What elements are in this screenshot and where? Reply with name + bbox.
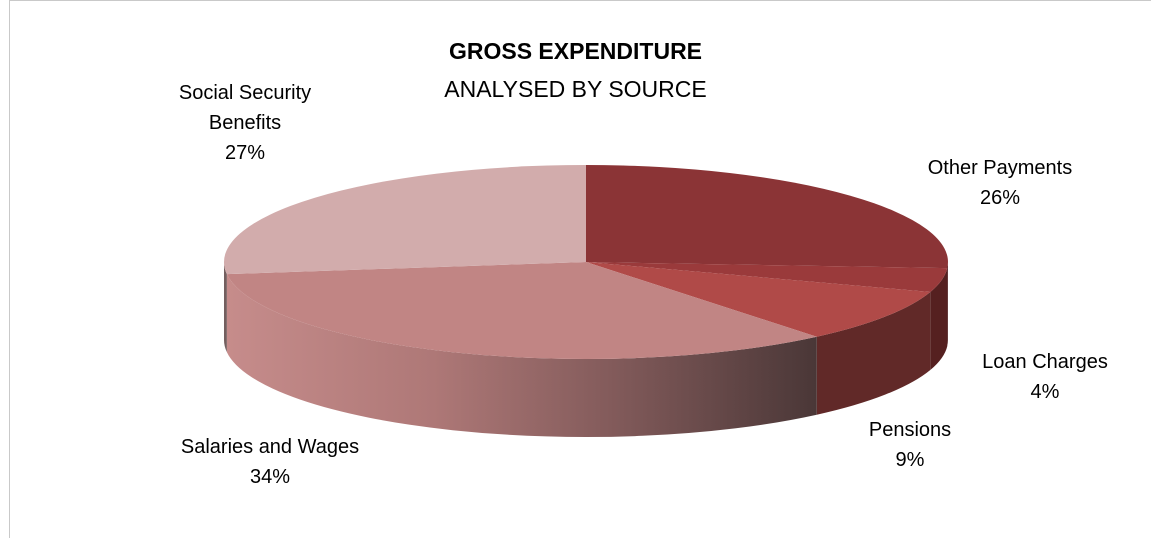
slice-loan-charges bbox=[586, 262, 948, 292]
slice-social-security-benefits bbox=[223, 165, 586, 275]
side-loan-charges bbox=[930, 268, 948, 370]
side-pensions bbox=[816, 291, 931, 415]
label-pensions: Pensions 9% bbox=[820, 415, 1000, 475]
label-salaries-and-wages: Salaries and Wages 34% bbox=[140, 432, 400, 492]
slice-name: Social Security Benefits bbox=[178, 82, 312, 134]
side-salaries-and-wages bbox=[226, 274, 817, 437]
chart-title: GROSS EXPENDITURE bbox=[448, 38, 703, 64]
pie-sides bbox=[224, 262, 948, 437]
slice-percent: 27% bbox=[224, 142, 266, 164]
slice-percent: 26% bbox=[979, 187, 1021, 209]
chart-subtitle: ANALYSED BY SOURCE bbox=[444, 76, 707, 102]
slice-name: Loan Charges bbox=[982, 351, 1108, 373]
slice-percent: 34% bbox=[249, 466, 291, 488]
slice-salaries-and-wages bbox=[226, 262, 817, 359]
slice-name: Pensions bbox=[868, 419, 952, 441]
slice-name: Other Payments bbox=[927, 157, 1073, 179]
slice-percent: 4% bbox=[1030, 381, 1060, 403]
side-social-security-benefits bbox=[224, 262, 227, 353]
label-social-security-benefits: Social Security Benefits 27% bbox=[140, 78, 350, 168]
label-other-payments: Other Payments 26% bbox=[880, 153, 1120, 213]
pie-slices bbox=[223, 165, 949, 359]
chart-frame bbox=[9, 0, 1151, 538]
slice-pensions bbox=[586, 262, 931, 337]
side-other-payments bbox=[947, 262, 948, 347]
label-loan-charges: Loan Charges 4% bbox=[950, 347, 1140, 407]
slice-name: Salaries and Wages bbox=[180, 436, 360, 458]
slice-percent: 9% bbox=[895, 449, 925, 471]
slice-other-payments bbox=[586, 165, 949, 269]
